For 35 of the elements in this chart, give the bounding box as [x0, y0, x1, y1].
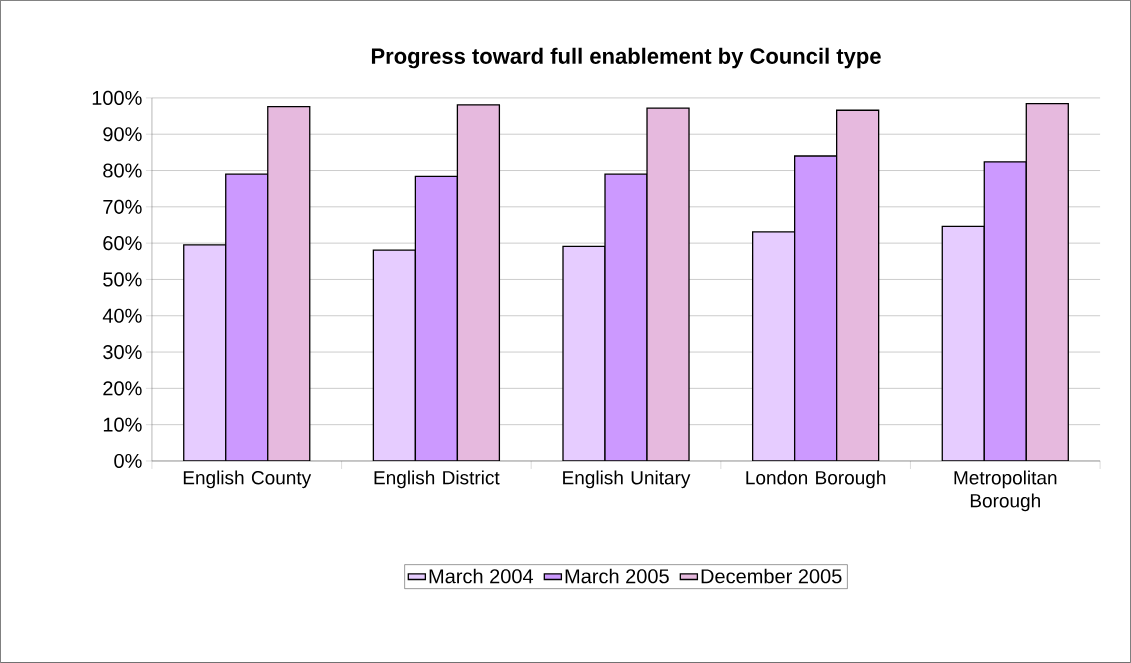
- bar: [1025, 103, 1069, 462]
- bar: [183, 244, 227, 462]
- bar: [983, 161, 1027, 462]
- chart-title: Progress toward full enablement by Council type: [371, 47, 881, 69]
- bar: [646, 107, 690, 462]
- y-tick-label: 80%: [103, 163, 142, 178]
- y-tick-label: 30%: [103, 345, 142, 360]
- y-tick-label: 0%: [114, 453, 142, 469]
- x-tick-label: London Borough: [746, 470, 886, 489]
- x-tick-label: Metropolitan Borough: [954, 470, 1057, 512]
- y-tick-label: 100%: [92, 90, 142, 106]
- bar: [414, 175, 459, 462]
- bar: [604, 173, 648, 462]
- bar: [793, 155, 838, 462]
- bar: [836, 109, 880, 462]
- bar: [225, 173, 269, 462]
- x-tick-label: English Unitary: [563, 470, 691, 489]
- x-tick-label: English County: [183, 470, 312, 489]
- y-tick-label: 90%: [103, 127, 142, 142]
- y-tick-label: 40%: [102, 308, 142, 323]
- y-tick-label: 10%: [103, 417, 142, 432]
- bar: [267, 106, 311, 462]
- legend-label: March 2005: [565, 568, 669, 584]
- bar: [372, 249, 417, 462]
- bar: [751, 231, 796, 462]
- x-tick-label: English District: [374, 470, 500, 489]
- legend-label: December 2005: [701, 568, 842, 584]
- legend-label: March 2004: [429, 568, 534, 584]
- y-tick-label: 60%: [103, 236, 142, 251]
- y-tick-label: 20%: [103, 381, 142, 396]
- bar: [456, 104, 501, 462]
- y-tick-label: 70%: [103, 199, 142, 214]
- bar: [562, 245, 606, 462]
- bar: [941, 225, 985, 462]
- y-tick-label: 50%: [103, 272, 142, 287]
